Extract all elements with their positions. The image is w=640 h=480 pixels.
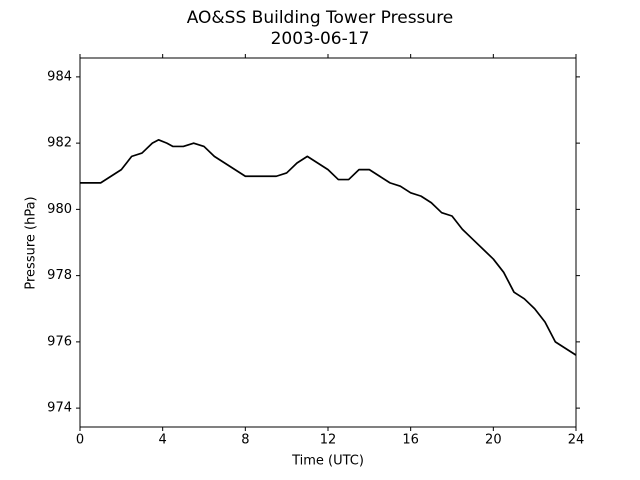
y-tick-label: 982 <box>47 136 72 151</box>
x-tick-label: 16 <box>402 433 419 448</box>
x-tick-label: 0 <box>76 433 84 448</box>
chart-title: AO&SS Building Tower Pressure <box>187 8 454 28</box>
x-tick-label: 20 <box>485 433 502 448</box>
y-tick-label: 980 <box>47 202 72 217</box>
y-tick-label: 976 <box>47 334 72 349</box>
y-tick-label: 974 <box>47 401 72 416</box>
x-axis-label: Time (UTC) <box>291 454 364 469</box>
x-tick-label: 4 <box>159 433 167 448</box>
x-tick-label: 24 <box>568 433 585 448</box>
y-tick-label: 978 <box>47 268 72 283</box>
chart-subtitle: 2003-06-17 <box>271 29 370 49</box>
plot-frame <box>79 57 577 428</box>
data-line <box>80 138 577 356</box>
y-tick-label: 984 <box>47 69 72 84</box>
x-tick-label: 12 <box>320 433 337 448</box>
x-tick-label: 8 <box>241 433 249 448</box>
y-axis-label: Pressure (hPa) <box>24 196 39 289</box>
